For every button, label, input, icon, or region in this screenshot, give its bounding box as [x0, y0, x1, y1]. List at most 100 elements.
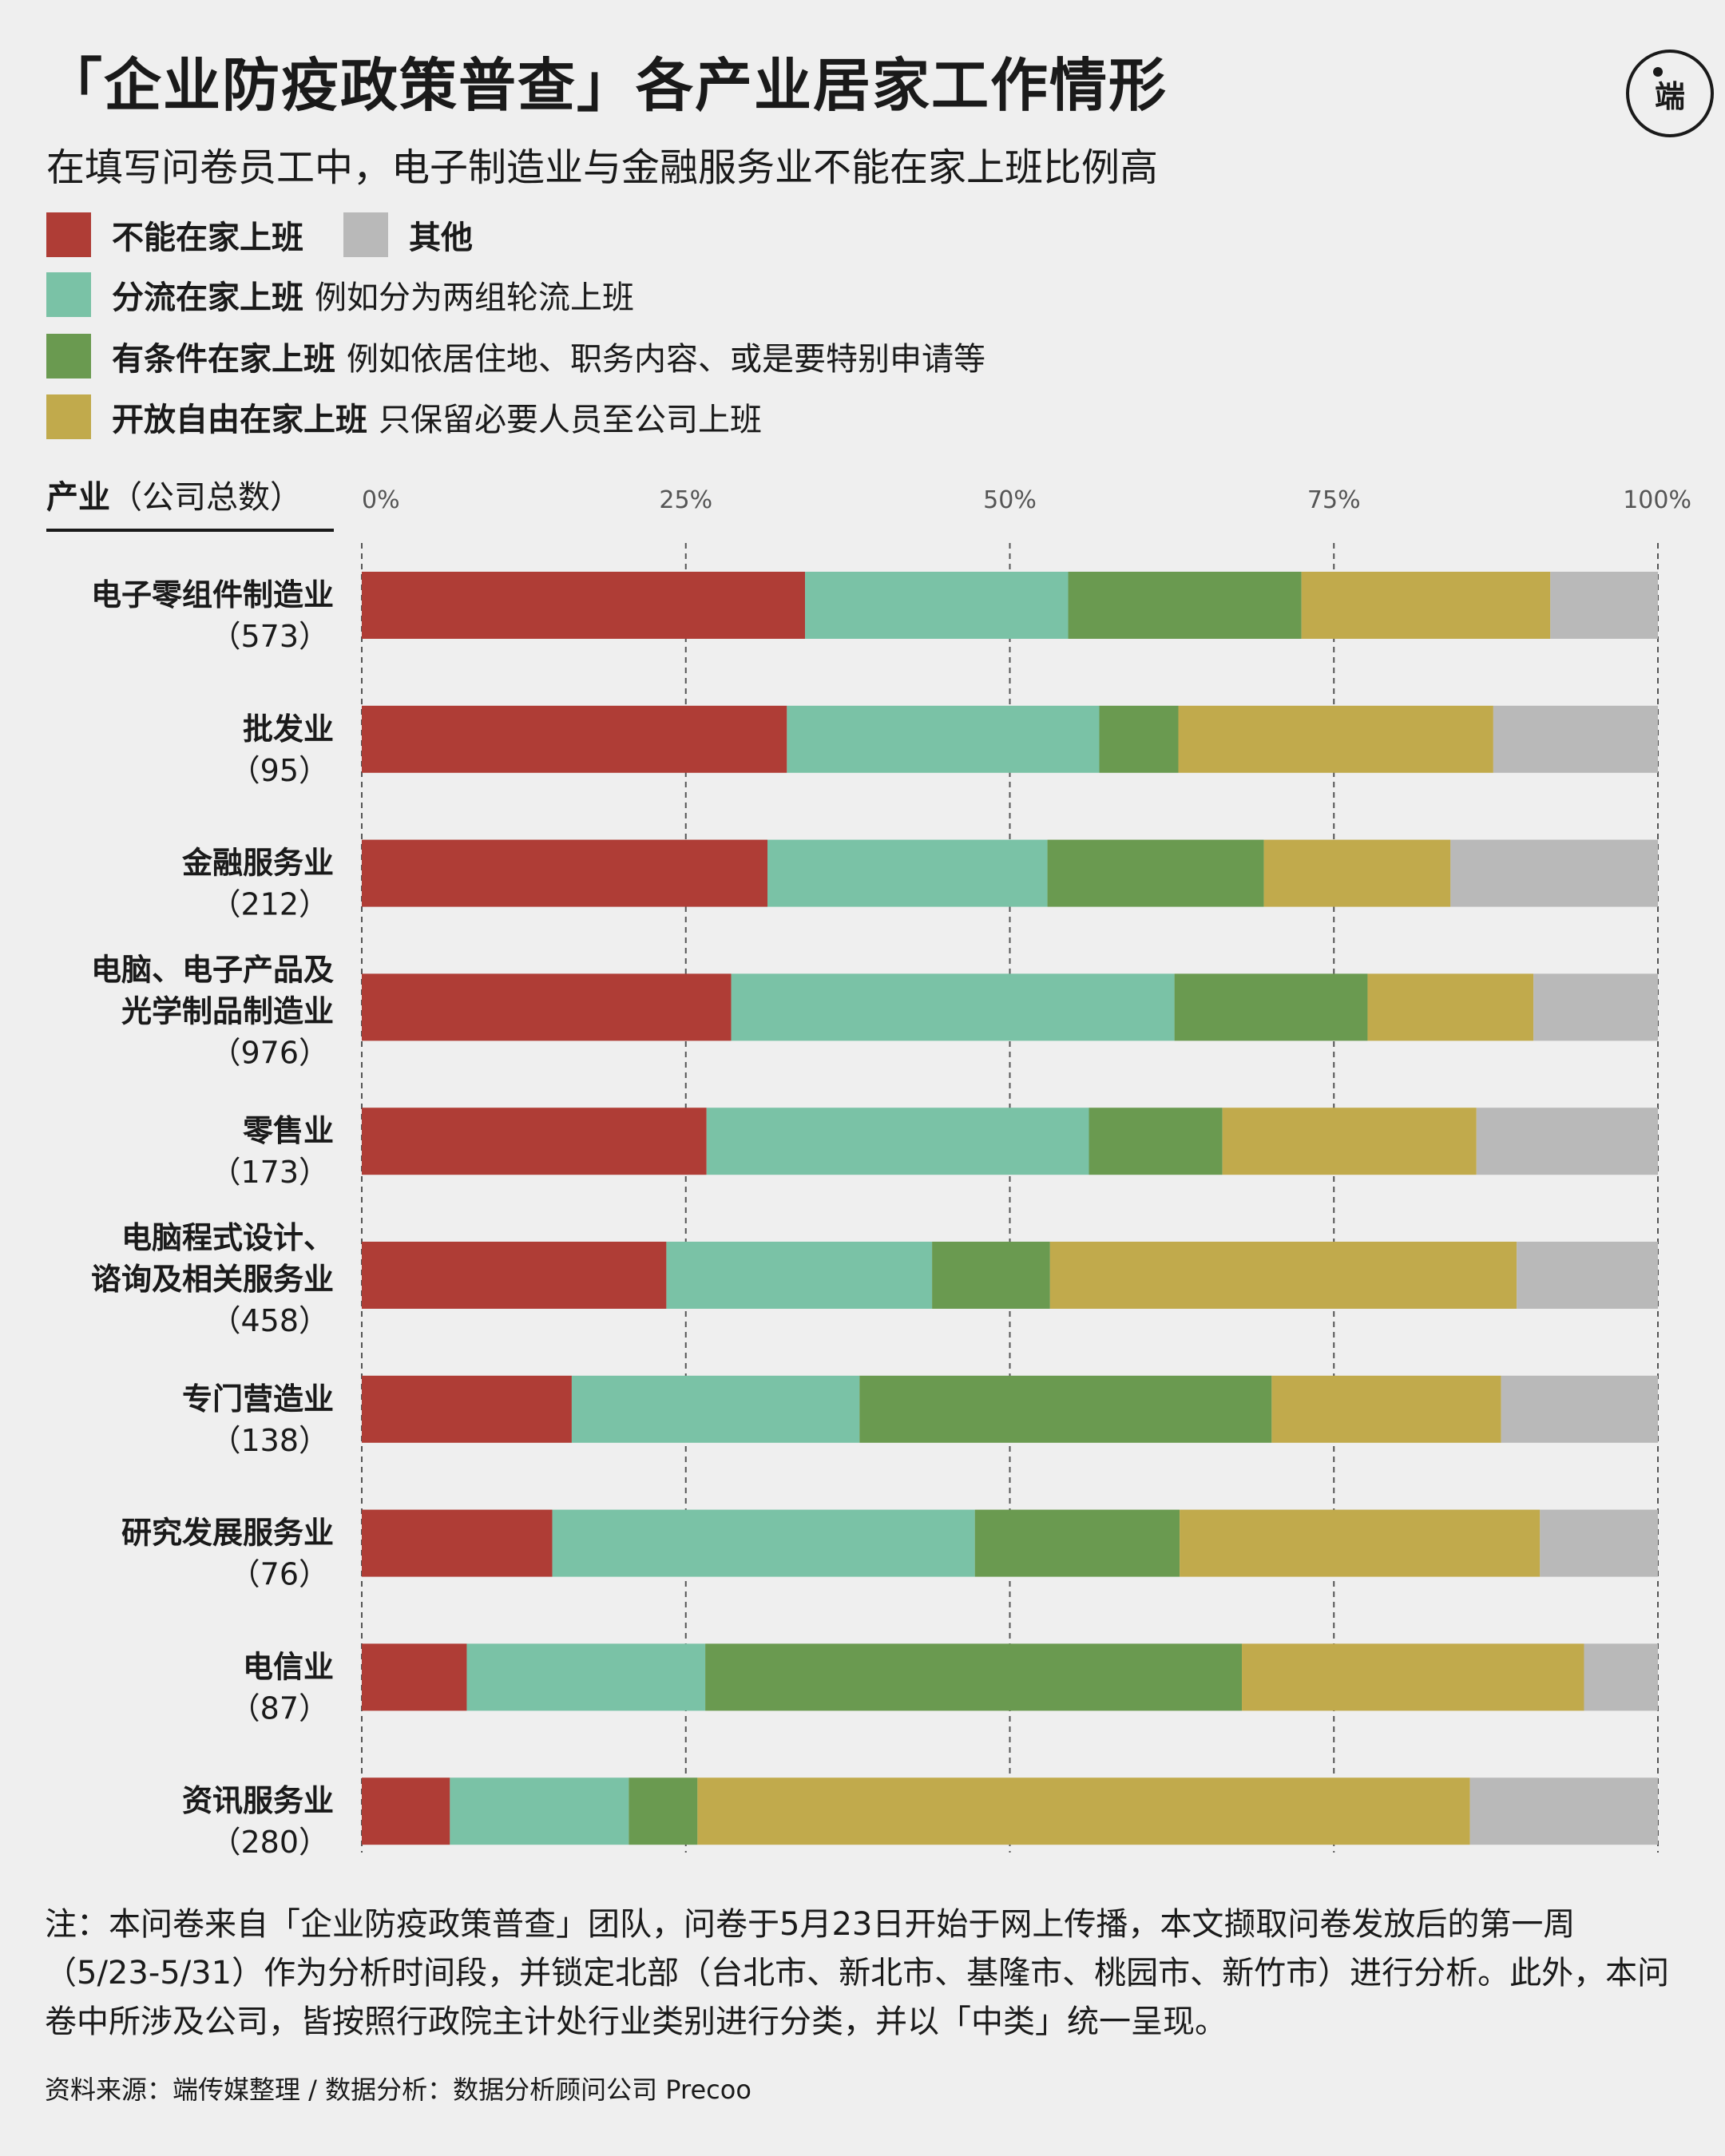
- bar-segment: [1242, 1643, 1584, 1711]
- category-label: 电脑程式设计、: [121, 1220, 334, 1255]
- bar-segment: [362, 1108, 707, 1175]
- bar-segment: [1469, 1778, 1658, 1845]
- bar-segment: [1271, 1375, 1501, 1443]
- bar-segment: [362, 1375, 572, 1443]
- legend-row-4: 开放自由在家上班 只保留必要人员至公司上班: [46, 394, 762, 439]
- chart-subtitle: 在填写问卷员工中，电子制造业与金融服务业不能在家上班比例高: [46, 145, 1159, 190]
- bar-segment: [1584, 1643, 1658, 1711]
- bar-segment: [1068, 572, 1302, 639]
- bar-segment: [666, 1242, 933, 1309]
- category-label: 金融服务业: [181, 846, 334, 881]
- bar-segment: [1501, 1375, 1658, 1443]
- category-label: 资讯服务业: [182, 1783, 334, 1818]
- bar-segment: [1550, 572, 1658, 639]
- legend-row-2: 分流在家上班 例如分为两组轮流上班: [46, 272, 634, 317]
- bar-segment: [859, 1375, 1272, 1443]
- axis-title-bold: 产业: [46, 479, 110, 516]
- category-label: 零售业: [243, 1113, 334, 1148]
- bar-segment: [1089, 1108, 1223, 1175]
- stacked-bar-chart: 0% 25% 50% 75% 100% 电子零组件制造业 （573） 批发业 （95） 金融服务业…: [91, 486, 1691, 1860]
- bar-segment: [1178, 705, 1493, 773]
- bar-segment: [1180, 1509, 1541, 1577]
- legend-desc-split: 例如分为两组轮流上班: [315, 279, 634, 316]
- bar-segment: [629, 1778, 698, 1845]
- bar-segment: [1533, 973, 1658, 1041]
- bar-segment: [1367, 973, 1534, 1041]
- logo-dot-icon: [1653, 67, 1663, 77]
- bar-segment: [1517, 1242, 1658, 1309]
- category-count: （87）: [230, 1690, 329, 1726]
- bar-segment: [1540, 1509, 1658, 1577]
- x-tick-label: 25%: [659, 486, 712, 514]
- legend-label-other: 其他: [409, 220, 473, 256]
- legend-label-cannot: 不能在家上班: [112, 220, 303, 256]
- legend-label-conditional: 有条件在家上班: [112, 341, 335, 378]
- bar-segment: [466, 1643, 706, 1711]
- x-tick-label: 100%: [1623, 486, 1691, 514]
- x-tick-label: 50%: [983, 486, 1037, 514]
- category-label: 光学制品制造业: [121, 993, 334, 1028]
- bar-segment: [450, 1778, 629, 1845]
- x-tick-label: 75%: [1307, 486, 1361, 514]
- bar-segment: [362, 1242, 667, 1309]
- bar-segment: [362, 1778, 450, 1845]
- axis-title-rest: （公司总数）: [110, 479, 302, 516]
- legend-row-3: 有条件在家上班 例如依居住地、职务内容、或是要特别申请等: [46, 334, 985, 378]
- category-count: （138）: [210, 1423, 329, 1458]
- bar-segment: [706, 1108, 1089, 1175]
- category-label: 专门营造业: [182, 1381, 334, 1417]
- category-count: （573）: [210, 619, 329, 654]
- legend-label-free: 开放自由在家上班: [112, 402, 367, 438]
- category-label: 批发业: [243, 711, 334, 747]
- legend-row-1: 不能在家上班 其他: [46, 212, 473, 257]
- bar-segment: [1174, 973, 1368, 1041]
- legend-label-split: 分流在家上班: [112, 279, 303, 316]
- category-count: （173）: [210, 1155, 329, 1190]
- bar-segment: [1476, 1108, 1658, 1175]
- bar-segment: [1263, 839, 1451, 907]
- bar-segment: [932, 1242, 1050, 1309]
- bar-segment: [1047, 839, 1264, 907]
- legend-desc-conditional: 例如依居住地、职务内容、或是要特别申请等: [347, 341, 985, 378]
- bar-segment: [697, 1778, 1470, 1845]
- bar-segment: [362, 1509, 553, 1577]
- category-count: （976）: [210, 1035, 329, 1070]
- category-count: （280）: [210, 1825, 329, 1860]
- bar-segment: [787, 705, 1100, 773]
- category-count: （76）: [230, 1557, 329, 1592]
- category-label: 研究发展服务业: [121, 1516, 334, 1551]
- legend-swatch-free: [46, 394, 91, 439]
- bar-segment: [1049, 1242, 1517, 1309]
- legend-swatch-cannot: [46, 212, 91, 257]
- bar-segment: [362, 705, 787, 773]
- bar-segment: [362, 572, 806, 639]
- x-tick-label: 0%: [362, 486, 400, 514]
- bar-segment: [1099, 705, 1179, 773]
- category-label: 电信业: [243, 1649, 334, 1684]
- legend-swatch-other: [343, 212, 388, 257]
- bar-segment: [705, 1643, 1243, 1711]
- category-count: （212）: [210, 887, 329, 922]
- legend-swatch-split: [46, 272, 91, 317]
- bar-segment: [974, 1509, 1180, 1577]
- category-axis-title: 产业（公司总数）: [46, 471, 334, 532]
- bar-segment: [552, 1509, 975, 1577]
- bar-segment: [362, 1643, 467, 1711]
- footnote: 注：本问卷来自「企业防疫政策普查」团队，问卷于5月23日开始于网上传播，本文撷取…: [45, 1906, 1670, 2040]
- logo-text: 端: [1654, 78, 1685, 114]
- category-count: （95）: [230, 753, 329, 788]
- bar-segment: [731, 973, 1175, 1041]
- category-label: 电脑、电子产品及: [91, 952, 334, 987]
- bar-segment: [362, 973, 732, 1041]
- bar-segment: [1301, 572, 1551, 639]
- bar-segment: [362, 839, 767, 907]
- source-credit: 资料来源：端传媒整理 / 数据分析：数据分析顾问公司 Precoo: [45, 2075, 751, 2105]
- legend-swatch-conditional: [46, 334, 91, 378]
- chart-title: 「企业防疫政策普查」各产业居家工作情形: [45, 52, 1168, 119]
- bar-segment: [767, 839, 1048, 907]
- category-label: 谘询及相关服务业: [91, 1262, 334, 1297]
- bar-segment: [805, 572, 1069, 639]
- bar-segment: [1222, 1108, 1477, 1175]
- category-label: 电子零组件制造业: [91, 577, 334, 612]
- bar-segment: [1493, 705, 1658, 773]
